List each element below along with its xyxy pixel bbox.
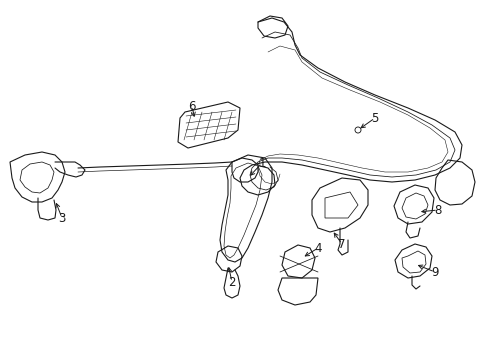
Text: 5: 5 [371, 112, 379, 125]
Text: 8: 8 [434, 203, 441, 216]
Text: 6: 6 [188, 99, 196, 112]
Text: 7: 7 [338, 238, 346, 251]
Text: 2: 2 [228, 275, 236, 288]
Text: 9: 9 [431, 266, 439, 279]
Text: 3: 3 [58, 212, 66, 225]
Text: 1: 1 [258, 157, 266, 170]
Text: 4: 4 [314, 242, 322, 255]
